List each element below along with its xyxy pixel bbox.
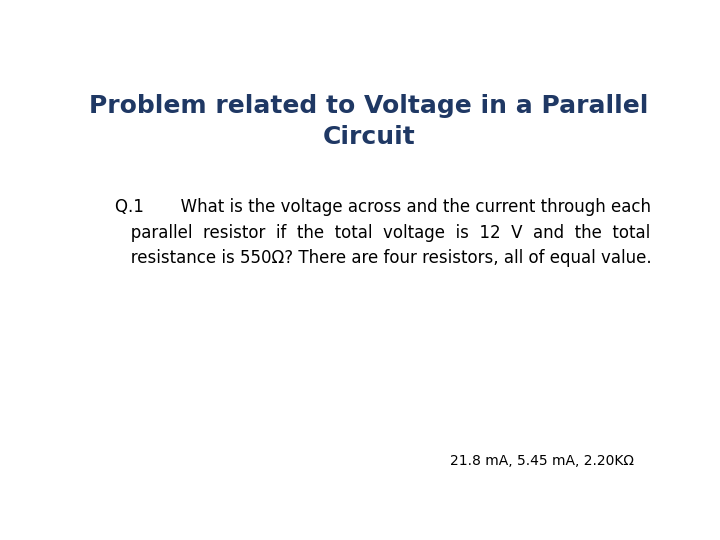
Text: 21.8 mA, 5.45 mA, 2.20KΩ: 21.8 mA, 5.45 mA, 2.20KΩ [450,454,634,468]
Text: Problem related to Voltage in a Parallel
Circuit: Problem related to Voltage in a Parallel… [89,94,649,148]
Text: Q.1       What is the voltage across and the current through each
   parallel  r: Q.1 What is the voltage across and the c… [115,198,652,267]
